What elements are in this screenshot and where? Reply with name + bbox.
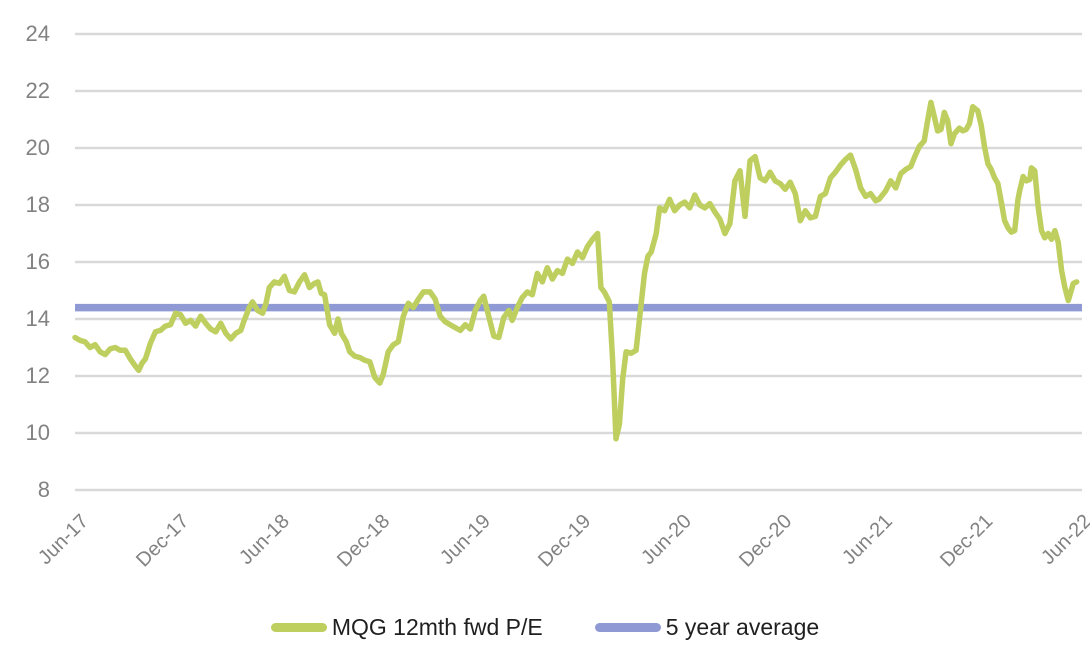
legend-swatch-mqg-icon [270,622,327,632]
y-axis-tick-label: 16 [25,249,50,274]
y-axis-tick-label: 22 [25,78,50,103]
y-axis-tick-label: 10 [25,420,50,445]
y-axis-tick-label: 24 [25,21,50,46]
y-axis-tick-label: 18 [25,192,50,217]
y-axis-tick-label: 14 [25,306,50,331]
legend-label-average: 5 year average [665,613,820,640]
legend-label-mqg: MQG 12mth fwd P/E [331,613,543,640]
legend: MQG 12mth fwd P/E 5 year average [0,606,1090,648]
legend-item-average: 5 year average [594,613,820,641]
series-line-mqg [72,99,1080,442]
y-axis-tick-label: 20 [25,135,50,160]
y-axis-tick-label: 12 [25,363,50,388]
legend-item-mqg: MQG 12mth fwd P/E [270,613,543,641]
y-axis-tick-label: 8 [37,477,50,502]
legend-swatch-average-icon [594,622,661,632]
